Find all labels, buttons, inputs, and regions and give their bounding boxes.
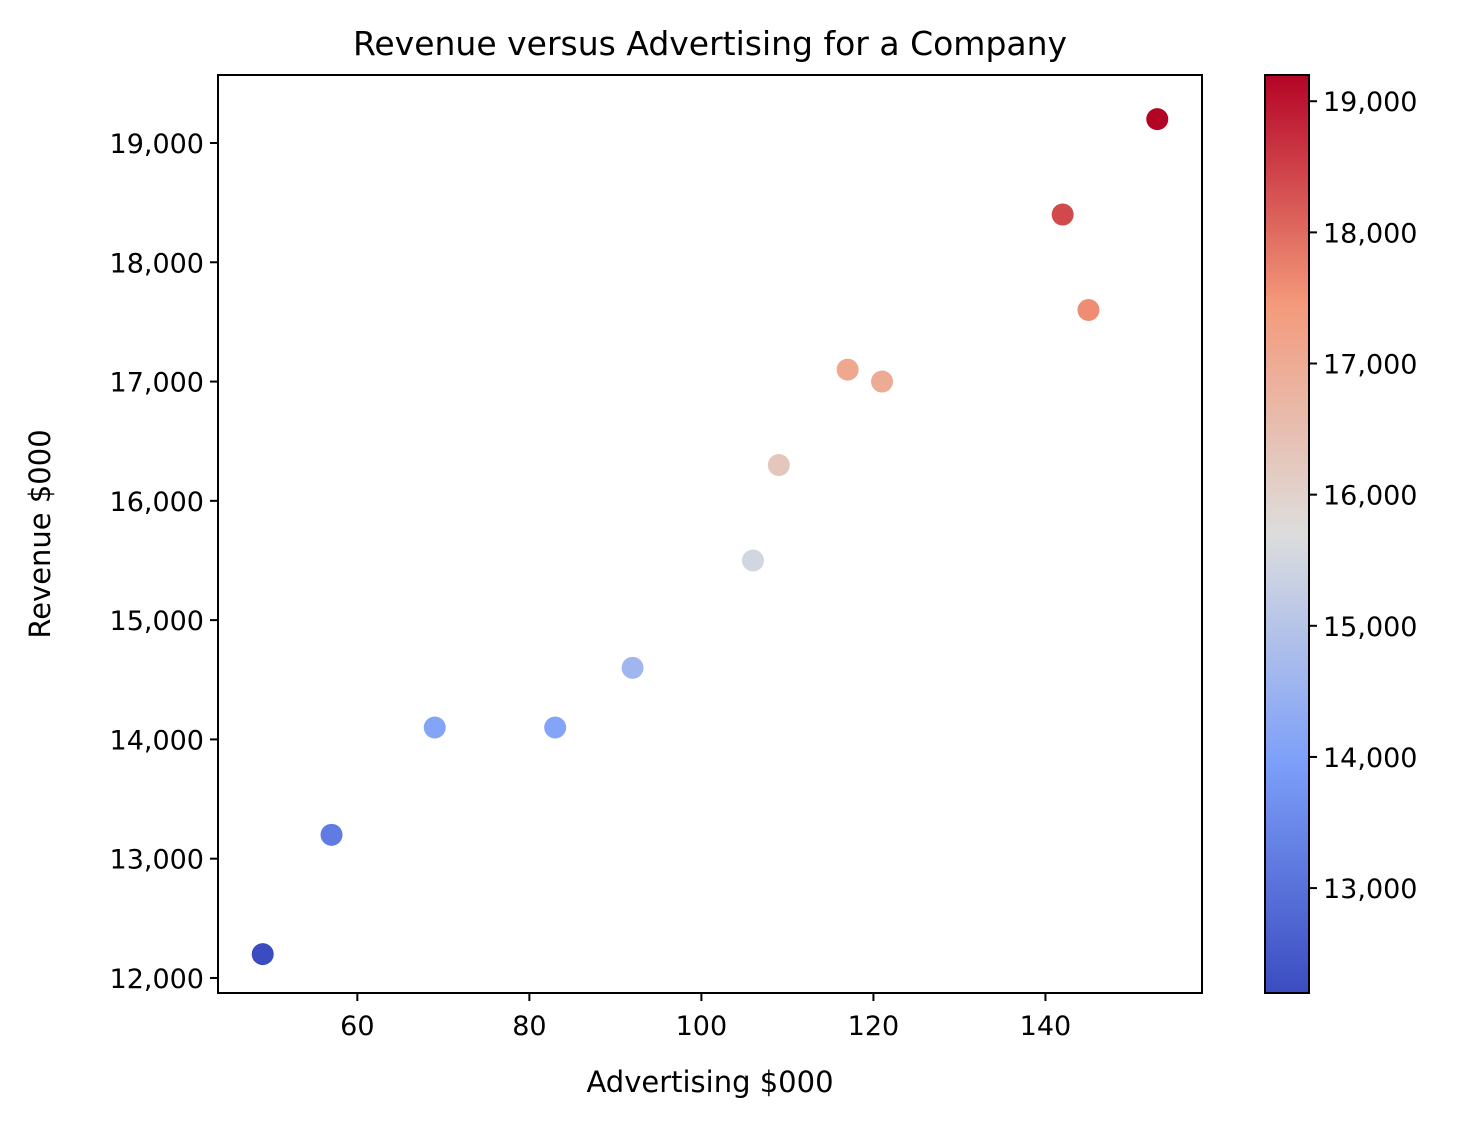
x-tick-label: 120 — [848, 1011, 900, 1042]
x-tick-label: 60 — [340, 1011, 374, 1042]
y-tick-label: 16,000 — [110, 487, 204, 518]
colorbar-tick-label: 19,000 — [1323, 87, 1417, 118]
data-point — [251, 943, 274, 966]
y-axis-label: Revenue $000 — [23, 429, 57, 638]
data-point — [320, 823, 343, 846]
colorbar-tick-label: 18,000 — [1323, 218, 1417, 249]
plot-area — [251, 108, 1169, 966]
y-tick-label: 19,000 — [110, 129, 204, 160]
y-tick-label: 17,000 — [110, 368, 204, 399]
x-tick-label: 100 — [676, 1011, 728, 1042]
y-tick-label: 18,000 — [110, 248, 204, 279]
colorbar-tick-label: 16,000 — [1323, 481, 1417, 512]
y-tick-label: 14,000 — [110, 725, 204, 756]
y-tick-label: 13,000 — [110, 845, 204, 876]
y-tick-label: 12,000 — [110, 964, 204, 995]
data-point — [871, 370, 894, 393]
data-point — [1077, 298, 1100, 321]
plot-frame — [217, 74, 1203, 994]
chart-title: Revenue versus Advertising for a Company — [353, 24, 1067, 63]
y-tick-label: 15,000 — [110, 606, 204, 637]
data-point — [767, 454, 790, 477]
data-point — [742, 549, 765, 572]
colorbar-tick-label: 14,000 — [1323, 743, 1417, 774]
colorbar-tick-label: 13,000 — [1323, 874, 1417, 905]
data-point — [544, 716, 567, 739]
data-point — [1051, 203, 1074, 226]
x-axis-label: Advertising $000 — [586, 1065, 833, 1099]
colorbar-tick-label: 15,000 — [1323, 612, 1417, 643]
data-point — [836, 358, 859, 381]
data-point — [423, 716, 446, 739]
colorbar-gradient — [1264, 74, 1310, 994]
data-point — [621, 656, 644, 679]
data-point — [1146, 108, 1169, 131]
colorbar: 13,000 14,000 15,000 16,000 17,000 18,000 19,0… — [1264, 74, 1417, 994]
x-tick-label: 140 — [1020, 1011, 1072, 1042]
colorbar-tick-label: 17,000 — [1323, 350, 1417, 381]
x-tick-label: 80 — [512, 1011, 546, 1042]
